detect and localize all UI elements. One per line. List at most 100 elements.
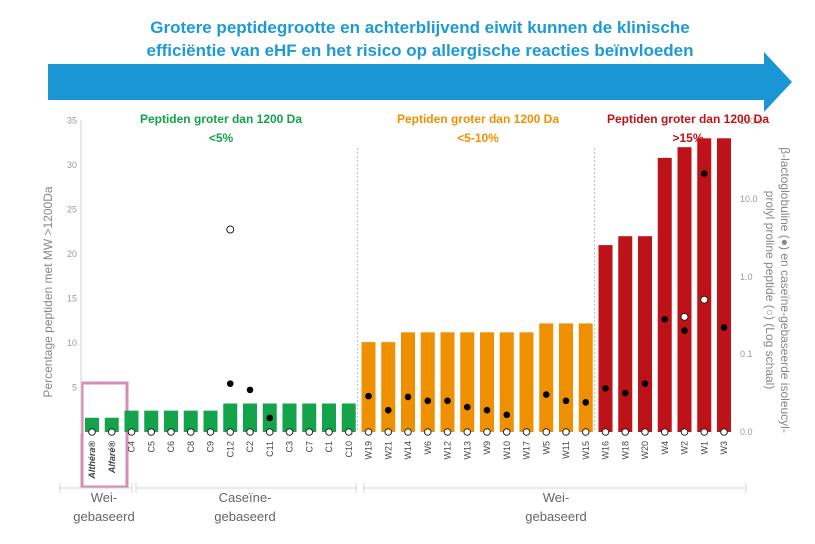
bar-Althéra® [85,417,99,432]
baseline-marker-Alfaré® [107,428,116,436]
x-tick-label-W20: W20 [640,441,650,460]
bar-C4 [124,410,139,432]
blg-point-W13 [463,403,471,411]
bar-C1 [322,403,336,432]
bottom-label-line1: Wei- [91,490,117,505]
group-label-line1: Peptiden groter dan 1200 Da [140,112,302,126]
x-tick-label-W16: W16 [601,441,611,460]
x-tick-label-W21: W21 [383,441,393,460]
x-tick-label-W12: W12 [443,441,453,460]
group-label-line2: <5% [209,131,234,145]
title-line-1: Grotere peptidegrootte en achterblijvend… [150,18,690,37]
blg-point-W10 [503,411,511,419]
baseline-marker-Althéra® [88,428,96,436]
baseline-marker-C9 [206,428,215,436]
bar-Alfaré® [104,417,119,432]
x-tick-label-C1: C1 [324,441,334,453]
title-line-2: efficiëntie van eHF en het risico op all… [146,41,694,60]
blg-point-W1 [700,170,708,177]
bar-W6 [420,332,435,432]
y-left-tick-label: 35 [67,116,77,126]
baseline-marker-C5 [147,428,156,436]
y-left-tick-label: 30 [67,160,77,170]
blg-point-W16 [602,385,609,392]
group-label-line1: Peptiden groter dan 1200 Da [607,112,769,126]
blg-point-W15 [582,399,590,406]
bar-W9 [480,332,494,432]
x-tick-label-C12: C12 [225,441,235,458]
bar-C6 [164,410,178,432]
bar-W19 [361,342,376,432]
x-tick-label-W19: W19 [364,441,374,460]
bottom-label-line2: gebaseerd [214,509,275,524]
bar-W3 [717,138,731,433]
baseline-marker-W16 [601,428,610,436]
baseline-marker-C8 [186,428,195,436]
blg-point-C12 [226,380,234,387]
x-tick-label-C6: C6 [166,441,176,453]
bar-W1 [697,138,712,433]
baseline-marker-W6 [423,428,432,436]
baseline-marker-W3 [720,428,728,436]
blg-point-W18 [621,389,629,397]
x-tick-label-W10: W10 [502,441,512,460]
bar-W15 [578,323,593,432]
x-tick-label-W3: W3 [719,441,729,455]
blg-point-W19 [365,392,372,400]
y-left-tick-label: 5 [72,383,77,393]
x-tick-label-W6: W6 [423,441,433,455]
baseline-marker-W17 [522,428,531,436]
cpp-point-C12 [226,225,235,234]
blg-point-W5 [542,391,550,398]
bar-C10 [341,403,356,432]
blg-point-W11 [562,397,570,405]
bar-W13 [460,332,475,432]
bar-C8 [183,410,198,432]
x-tick-label-Alfaré®: Alfaré® [107,441,117,475]
bar-C12 [223,403,238,432]
x-tick-label-W17: W17 [522,441,532,460]
x-tick-label-C5: C5 [146,441,156,453]
baseline-marker-W4 [660,428,669,436]
baseline-marker-C11 [265,428,274,436]
y-right-tick-label: 100.0 [740,116,763,126]
page-title: Grotere peptidegrootte en achterblijvend… [60,16,780,62]
x-tick-label-C4: C4 [127,441,137,453]
bar-W21 [381,342,396,432]
baseline-marker-W5 [542,428,551,436]
x-tick-label-C3: C3 [285,441,295,453]
x-tick-label-W9: W9 [482,441,492,455]
bar-W11 [559,323,573,432]
x-tick-label-C10: C10 [344,441,354,458]
baseline-marker-C2 [246,428,254,436]
blg-point-W14 [404,393,412,401]
baseline-marker-C4 [127,428,136,436]
y-right-tick-label: 0.0 [740,427,753,437]
bottom-label-line2: gebaseerd [73,509,134,524]
x-tick-label-W18: W18 [620,441,630,460]
y-right-tick-label: 1.0 [740,272,753,282]
y-right-tick-label: 0.1 [740,349,753,359]
bottom-label-line1: Caseïne- [219,490,272,505]
x-tick-label-W2: W2 [680,441,690,455]
group-label-line2: >15% [672,131,703,145]
bar-W17 [519,332,534,432]
bottom-label-line1: Wei- [543,490,569,505]
baseline-marker-W13 [463,428,472,436]
baseline-marker-W14 [404,428,412,436]
bottom-label-line2: gebaseerd [525,509,586,524]
baseline-marker-W2 [680,428,689,436]
cpp-point-W1 [700,295,709,304]
bar-W12 [440,332,455,432]
baseline-marker-W15 [581,428,590,436]
baseline-marker-W19 [364,428,373,436]
y-left-axis-title: Percentage peptiden met MW >1200Da [41,186,55,397]
blg-point-W20 [641,380,649,387]
bar-W5 [539,323,554,432]
baseline-marker-W10 [502,428,511,436]
group-label-line2: <5-10% [457,131,499,145]
bar-W16 [598,245,613,432]
baseline-marker-W11 [562,428,570,436]
bar-C3 [282,403,297,432]
